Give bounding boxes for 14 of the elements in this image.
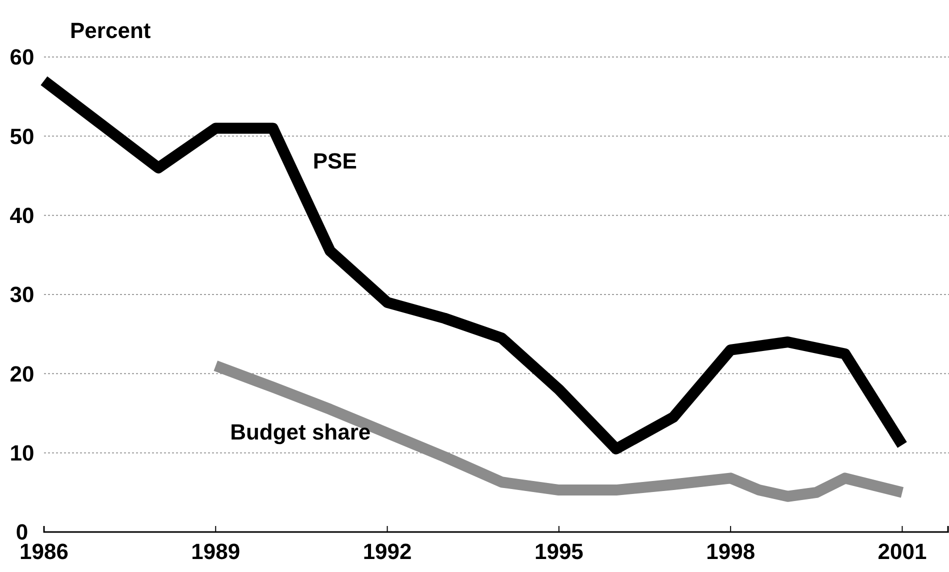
y-tick-label: 30 <box>10 282 34 308</box>
y-tick-label: 60 <box>10 44 34 70</box>
y-tick-label: 50 <box>10 124 34 149</box>
y-tick-label: 10 <box>10 440 34 466</box>
x-tick-label: 1992 <box>362 539 412 564</box>
series-label: Budget share <box>230 419 371 444</box>
y-tick-label: 20 <box>10 361 34 386</box>
x-tick-label: 1995 <box>534 539 584 564</box>
x-tick-label: 1998 <box>706 539 756 564</box>
series-label: PSE <box>312 148 357 174</box>
x-tick-label: 1989 <box>191 539 240 564</box>
y-tick-label: 40 <box>10 203 34 228</box>
x-tick-label: 2001 <box>878 539 927 564</box>
y-axis-title: Percent <box>70 18 152 43</box>
